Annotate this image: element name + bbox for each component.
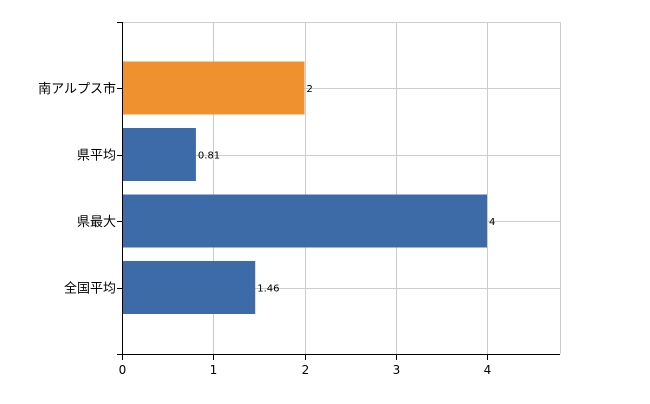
data-label-0: 2	[307, 84, 313, 95]
category-label-0: 南アルプス市	[38, 81, 116, 97]
x-tick-label-3: 3	[393, 363, 401, 377]
data-label-2: 4	[489, 217, 495, 228]
axes	[117, 22, 560, 360]
data-label-1: 0.81	[198, 151, 220, 162]
x-tick-label-2: 2	[302, 363, 310, 377]
category-label-1: 県平均	[77, 149, 116, 164]
category-label-3: 全国平均	[64, 281, 116, 297]
x-tick-label-1: 1	[210, 363, 218, 377]
bar-2	[122, 194, 487, 248]
category-label-2: 県最大	[77, 215, 116, 230]
x-tick-label-0: 0	[119, 363, 127, 377]
bar-0	[122, 61, 305, 115]
bars	[122, 61, 487, 314]
bar-3	[122, 261, 256, 314]
data-label-3: 1.46	[257, 284, 279, 295]
labels: 2 南アルプス市 0.81 県平均 4 県最大 1.46 全国平均 0 1 2 3 4	[38, 81, 495, 377]
bar-1	[122, 128, 196, 181]
x-tick-label-4: 4	[484, 363, 492, 377]
